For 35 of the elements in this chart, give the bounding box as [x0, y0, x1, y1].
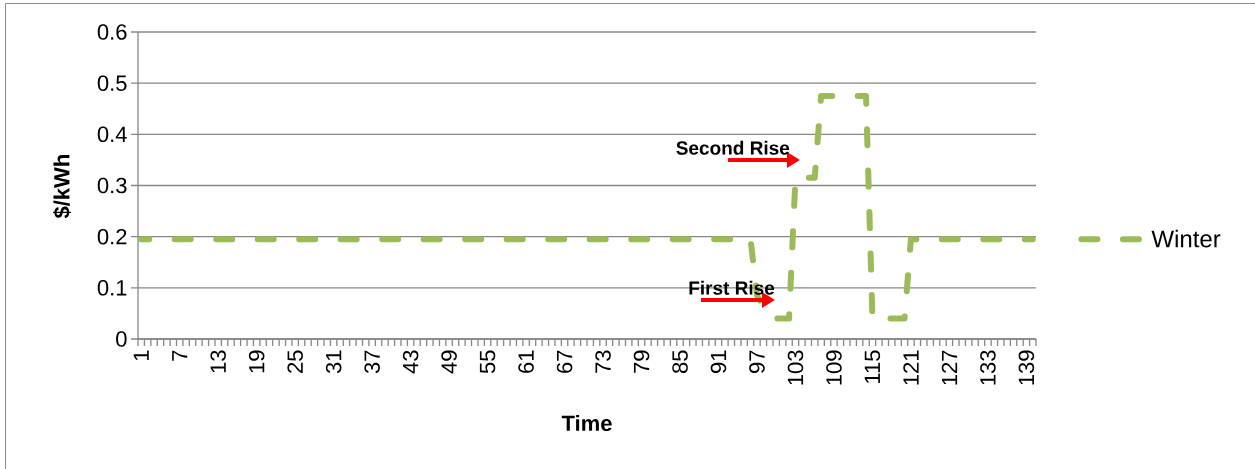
x-tick-label: 55: [479, 350, 496, 374]
y-tick-label: 0.2: [97, 228, 127, 245]
y-tick-label: 0.3: [97, 177, 127, 194]
x-tick-label: 73: [595, 350, 611, 373]
x-tick-label: 31: [325, 350, 342, 374]
x-tick-label: 97: [749, 350, 765, 373]
x-tick-label: 133: [980, 350, 996, 385]
x-tick-label: 139: [1018, 350, 1035, 385]
x-tick-label: 61: [518, 350, 534, 373]
y-tick-label: 0.4: [97, 126, 127, 143]
y-tick-label: 0.5: [97, 75, 127, 91]
x-tick-label: 19: [248, 350, 265, 373]
x-tick-label: 37: [364, 350, 380, 374]
x-tick-label: 13: [210, 350, 226, 373]
x-tick-label: 79: [633, 350, 650, 373]
x-tick-label: 103: [787, 350, 804, 385]
x-tick-label: 91: [710, 350, 727, 373]
annotation: Second Rise: [676, 140, 790, 155]
x-tick-label: 109: [826, 350, 842, 385]
y-axis-title: $/kWh: [53, 155, 72, 219]
x-tick-label: 85: [672, 350, 688, 374]
legend-label: Winter: [1151, 229, 1221, 248]
x-tick-label: 25: [287, 350, 303, 373]
x-axis-title: Time: [561, 414, 612, 432]
x-tick-label: 49: [441, 350, 457, 374]
y-tick-label: 0.6: [97, 24, 127, 40]
x-tick-label: 127: [941, 350, 958, 385]
x-tick-label: 121: [903, 350, 919, 385]
x-tick-label: 67: [556, 350, 573, 373]
y-tick-label: 0: [116, 331, 127, 347]
x-tick-label: 115: [864, 350, 881, 383]
x-tick-label: 1: [133, 350, 149, 361]
x-tick-label: 7: [172, 350, 188, 361]
x-tick-label: 43: [402, 350, 419, 374]
y-tick-label: 0.1: [97, 280, 127, 296]
